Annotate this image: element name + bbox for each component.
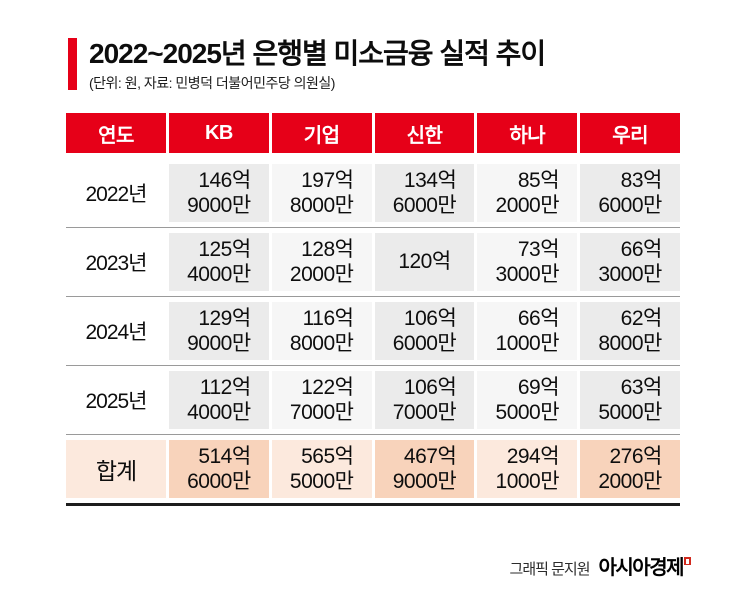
table-row-2025: 2025년 112억 4000만 122억 7000만 106억 7000만 69억 5… bbox=[66, 365, 680, 434]
bank-performance-table: 연도 KB 기업 신한 하나 우리 2022년 146억 9000만 197억 80… bbox=[66, 113, 680, 506]
table-cell: 106억 6000만 bbox=[374, 302, 475, 360]
year-cell: 2022년 bbox=[66, 164, 166, 222]
year-cell: 2025년 bbox=[66, 371, 166, 429]
table-cell: 197억 8000만 bbox=[271, 164, 372, 222]
table-cell: 276억 2000만 bbox=[580, 440, 680, 498]
table-cell: 63억 5000만 bbox=[580, 371, 680, 429]
table-cell: 83억 6000만 bbox=[580, 164, 680, 222]
table-cell: 66억 3000만 bbox=[580, 233, 680, 291]
table-row-total: 합계 514억 6000만 565억 5000만 467억 9000만 294억 100… bbox=[66, 434, 680, 503]
header-ibk: 기업 bbox=[271, 113, 372, 153]
table-cell: 294억 1000만 bbox=[477, 440, 578, 498]
table-cell: 73억 3000만 bbox=[477, 233, 578, 291]
footer-credit: 그래픽 문지원 아시아경제 bbox=[509, 551, 691, 580]
table-cell: 85억 2000만 bbox=[477, 164, 578, 222]
graphic-credit: 그래픽 문지원 bbox=[509, 561, 591, 578]
table-cell: 120억 bbox=[374, 233, 475, 291]
table-row-2023: 2023년 125억 4000만 128억 2000만 120억 73억 3000만 … bbox=[66, 227, 680, 296]
brand-logo: 아시아경제 bbox=[598, 557, 685, 579]
table-row-2024: 2024년 129억 9000만 116억 8000만 106억 6000만 66억 1… bbox=[66, 296, 680, 365]
table-cell: 106억 7000만 bbox=[374, 371, 475, 429]
table-cell: 129억 9000만 bbox=[169, 302, 269, 360]
table-cell: 112억 4000만 bbox=[169, 371, 269, 429]
brand-logo-mark-icon bbox=[684, 557, 691, 565]
header-kb: KB bbox=[169, 113, 269, 153]
header-hana: 하나 bbox=[477, 113, 578, 153]
table-cell: 66억 1000만 bbox=[477, 302, 578, 360]
table-cell: 134억 6000만 bbox=[374, 164, 475, 222]
page-subtitle: (단위: 원, 자료: 민병덕 더불어민주당 의원실) bbox=[89, 75, 335, 92]
title-block: 2022~2025년 은행별 미소금융 실적 추이 (단위: 원, 자료: 민병… bbox=[68, 38, 546, 93]
table-cell: 128억 2000만 bbox=[271, 233, 372, 291]
header-year: 연도 bbox=[66, 113, 166, 153]
table-cell: 514억 6000만 bbox=[169, 440, 269, 498]
page-title: 2022~2025년 은행별 미소금융 실적 추이 bbox=[89, 38, 546, 69]
table-cell: 125억 4000만 bbox=[169, 233, 269, 291]
table-cell: 565억 5000만 bbox=[271, 440, 372, 498]
title-accent-bar bbox=[68, 38, 77, 90]
table-cell: 122억 7000만 bbox=[271, 371, 372, 429]
table-cell: 62억 8000만 bbox=[580, 302, 680, 360]
header-shinhan: 신한 bbox=[374, 113, 475, 153]
table-cell: 69억 5000만 bbox=[477, 371, 578, 429]
total-label-cell: 합계 bbox=[66, 440, 166, 498]
table-header-row: 연도 KB 기업 신한 하나 우리 bbox=[66, 113, 680, 153]
table-cell: 467억 9000만 bbox=[374, 440, 475, 498]
table-cell: 146억 9000만 bbox=[169, 164, 269, 222]
table-cell: 116억 8000만 bbox=[271, 302, 372, 360]
year-cell: 2024년 bbox=[66, 302, 166, 360]
year-cell: 2023년 bbox=[66, 233, 166, 291]
table-row-2022: 2022년 146억 9000만 197억 8000만 134억 6000만 85억 2… bbox=[66, 159, 680, 227]
header-woori: 우리 bbox=[580, 113, 680, 153]
